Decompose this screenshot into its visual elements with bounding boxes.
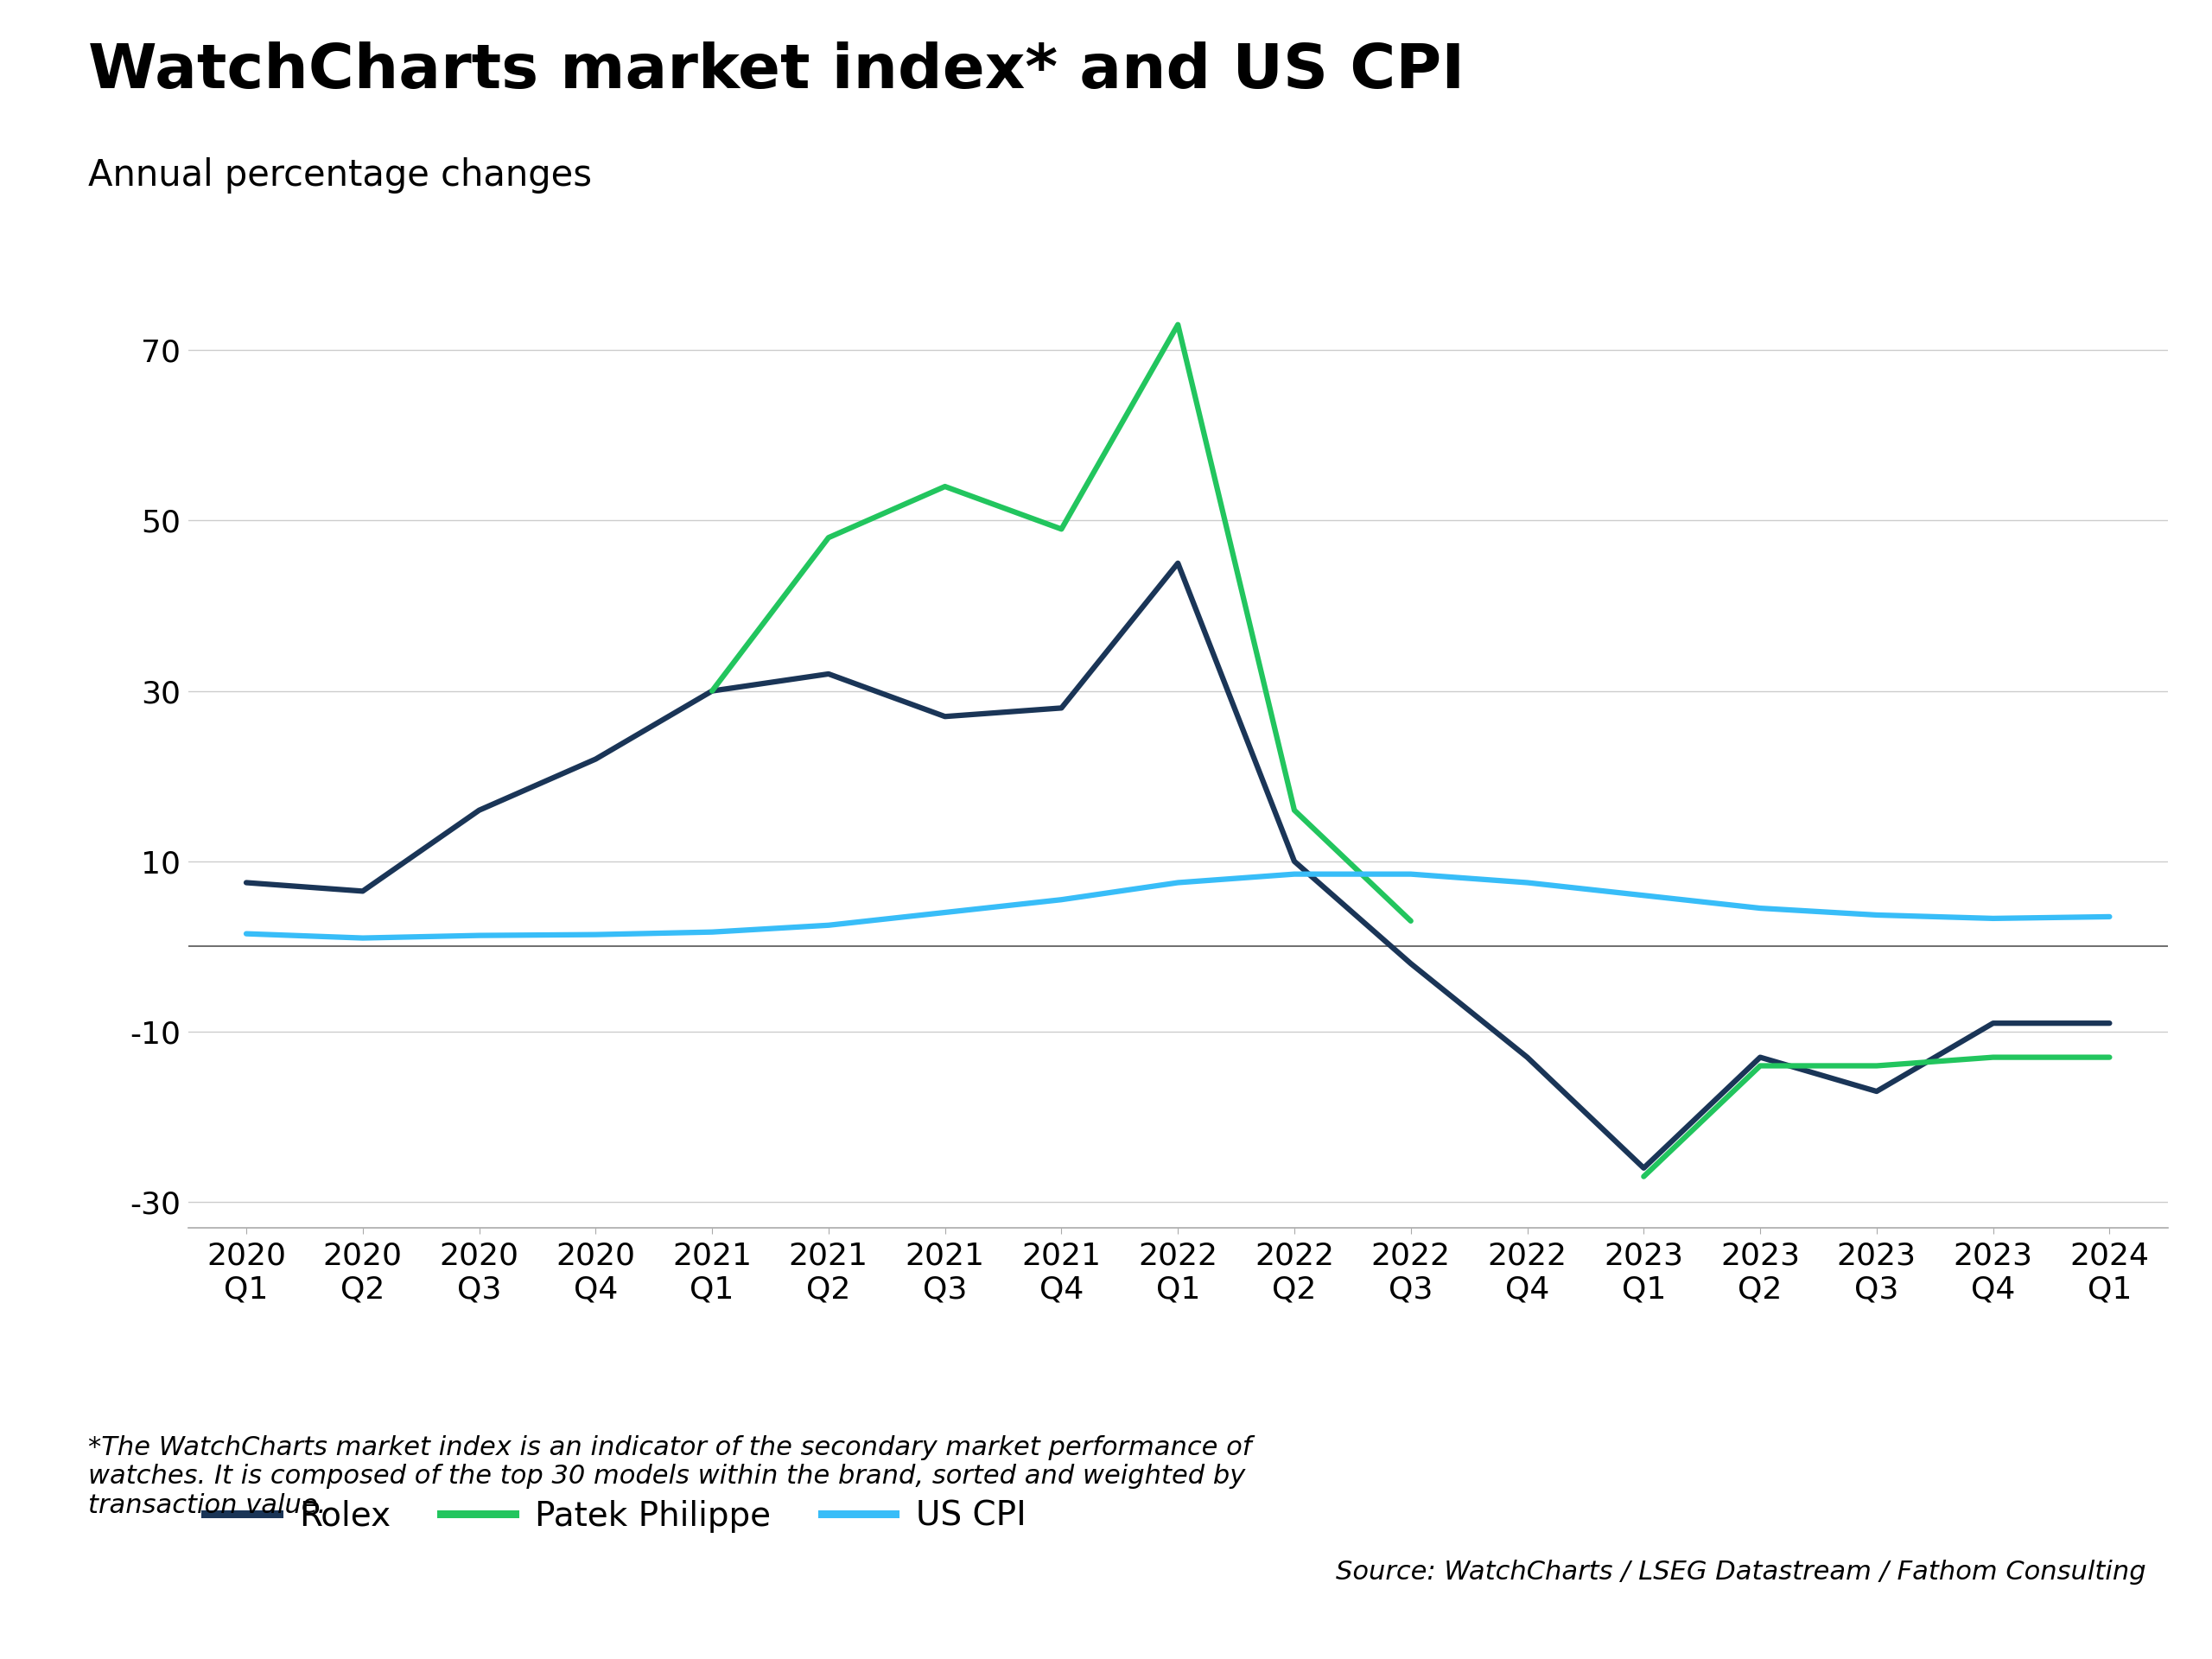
US CPI — [816, 916, 843, 936]
Rolex — [232, 873, 259, 893]
US CPI — [1048, 889, 1075, 909]
US CPI — [1398, 864, 1425, 884]
Patek Philippe — [1281, 800, 1307, 820]
Legend: Rolex, Patek Philippe, US CPI: Rolex, Patek Philippe, US CPI — [206, 1500, 1026, 1533]
US CPI — [2097, 907, 2124, 927]
Line: US CPI: US CPI — [246, 874, 2110, 937]
Patek Philippe — [816, 528, 843, 547]
Line: Rolex: Rolex — [246, 562, 2110, 1168]
Patek Philippe — [1166, 315, 1192, 335]
US CPI — [1281, 864, 1307, 884]
US CPI — [349, 927, 376, 947]
Patek Philippe — [931, 476, 958, 496]
Rolex — [1513, 1047, 1540, 1067]
Line: Patek Philippe: Patek Philippe — [712, 325, 1411, 921]
Text: Annual percentage changes: Annual percentage changes — [88, 158, 593, 194]
US CPI — [931, 902, 958, 922]
Rolex — [1398, 954, 1425, 974]
Rolex — [1166, 552, 1192, 572]
US CPI — [582, 924, 608, 944]
Rolex — [349, 881, 376, 901]
Rolex — [931, 707, 958, 727]
Rolex — [1630, 1158, 1657, 1178]
US CPI — [1980, 909, 2006, 929]
Rolex — [582, 750, 608, 770]
Rolex — [1980, 1014, 2006, 1034]
US CPI — [1863, 906, 1889, 926]
Text: *The WatchCharts market index is an indicator of the secondary market performanc: *The WatchCharts market index is an indi… — [88, 1435, 1252, 1518]
Rolex — [467, 800, 493, 820]
Patek Philippe — [1048, 519, 1075, 539]
Rolex — [2097, 1014, 2124, 1034]
US CPI — [467, 926, 493, 946]
Rolex — [1863, 1082, 1889, 1102]
US CPI — [1747, 898, 1774, 917]
US CPI — [1630, 886, 1657, 906]
US CPI — [1166, 873, 1192, 893]
Rolex — [1281, 851, 1307, 871]
Text: WatchCharts market index* and US CPI: WatchCharts market index* and US CPI — [88, 41, 1464, 101]
US CPI — [232, 924, 259, 944]
Text: Source: WatchCharts / LSEG Datastream / Fathom Consulting: Source: WatchCharts / LSEG Datastream / … — [1336, 1559, 2146, 1584]
Patek Philippe — [699, 680, 726, 700]
US CPI — [699, 922, 726, 942]
Patek Philippe — [1398, 911, 1425, 931]
Rolex — [816, 664, 843, 684]
Rolex — [1048, 698, 1075, 718]
Rolex — [1747, 1047, 1774, 1067]
US CPI — [1513, 873, 1540, 893]
Rolex — [699, 680, 726, 700]
